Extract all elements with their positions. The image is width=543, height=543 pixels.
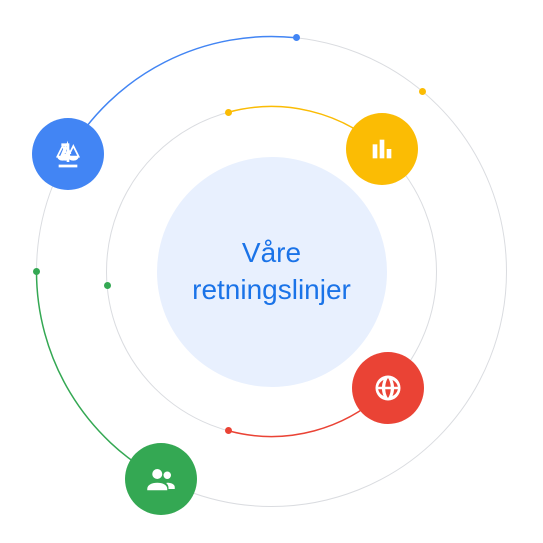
diagram-canvas: Våre retningslinjer	[0, 0, 543, 543]
center-title-line2: retningslinjer	[192, 274, 351, 305]
center-title: Våre retningslinjer	[192, 235, 351, 308]
center-title-line1: Våre	[242, 237, 301, 268]
outer-ring-dot	[293, 34, 300, 41]
scales-icon	[32, 118, 104, 190]
globe-icon	[352, 352, 424, 424]
outer-ring-dot	[33, 268, 40, 275]
barchart-icon	[346, 113, 418, 185]
outer-ring-dot	[419, 88, 426, 95]
center-circle: Våre retningslinjer	[157, 157, 387, 387]
outer-ring-segment	[68, 36, 296, 154]
inner-ring-dot	[225, 109, 232, 116]
people-icon	[125, 443, 197, 515]
inner-ring-dot	[104, 282, 111, 289]
